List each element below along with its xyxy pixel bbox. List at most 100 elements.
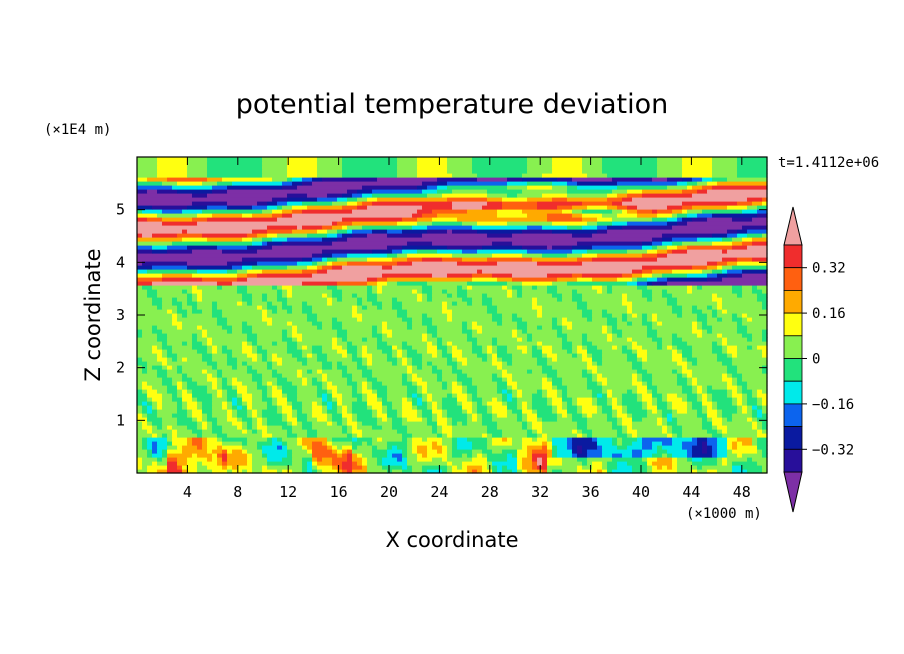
field-cell <box>597 377 608 382</box>
field-cell <box>137 281 153 286</box>
field-cell <box>742 373 768 378</box>
field-cell <box>417 397 423 402</box>
field-cell <box>492 409 508 414</box>
field-cell <box>552 185 568 190</box>
field-cell <box>382 333 388 338</box>
field-cell <box>727 393 733 398</box>
field-cell <box>537 325 543 330</box>
field-cell <box>377 413 388 418</box>
field-cell <box>217 373 223 378</box>
field-cell <box>427 225 473 230</box>
field-cell <box>147 293 158 298</box>
field-cell <box>147 289 158 294</box>
field-cell <box>212 401 223 406</box>
field-cell <box>672 433 678 438</box>
field-cell <box>282 329 288 334</box>
field-cell <box>202 369 208 374</box>
field-cell <box>622 345 628 350</box>
field-cell <box>627 281 638 286</box>
field-cell <box>517 337 523 342</box>
field-cell <box>337 281 368 286</box>
field-cell <box>427 385 443 390</box>
field-cell <box>387 277 473 282</box>
field-cell <box>487 293 508 298</box>
field-cell <box>282 413 288 418</box>
field-cell <box>567 317 588 322</box>
field-cell <box>697 469 708 474</box>
field-cell <box>652 325 693 330</box>
field-cell <box>662 393 668 398</box>
field-cell <box>462 361 468 366</box>
field-cell <box>332 337 338 342</box>
field-cell <box>262 165 288 170</box>
field-cell <box>332 405 338 410</box>
field-cell <box>187 313 213 318</box>
field-cell <box>502 369 508 374</box>
field-cell <box>247 289 278 294</box>
field-cell <box>292 293 323 298</box>
field-cell <box>457 357 468 362</box>
field-cell <box>422 181 438 186</box>
field-cell <box>552 437 568 442</box>
field-cell <box>182 445 198 450</box>
field-cell <box>707 189 768 194</box>
x-tick-label: 16 <box>330 483 348 501</box>
field-cell <box>762 429 768 434</box>
field-cell <box>542 441 548 446</box>
field-cell <box>722 257 738 262</box>
field-cell <box>362 193 373 198</box>
field-cell <box>237 273 248 278</box>
field-cell <box>552 325 563 330</box>
field-cell <box>672 345 678 350</box>
field-cell <box>742 385 748 390</box>
field-cell <box>287 201 303 206</box>
field-cell <box>672 333 678 338</box>
field-cell <box>267 309 273 314</box>
field-cell <box>137 265 153 270</box>
field-cell <box>492 405 508 410</box>
field-cell <box>727 429 758 434</box>
field-cell <box>702 417 708 422</box>
field-cell <box>177 457 188 462</box>
field-cell <box>312 349 323 354</box>
field-cell <box>367 197 378 202</box>
field-cell <box>577 409 583 414</box>
field-cell <box>347 353 353 358</box>
field-cell <box>472 393 478 398</box>
field-cell <box>617 429 623 434</box>
field-cell <box>137 169 158 174</box>
field-cell <box>197 285 218 290</box>
field-cell <box>237 377 253 382</box>
field-cell <box>312 461 318 466</box>
field-cell <box>617 421 623 426</box>
field-cell <box>372 413 378 418</box>
field-cell <box>607 465 618 470</box>
field-cell <box>467 397 473 402</box>
field-cell <box>242 301 248 306</box>
field-cell <box>277 369 298 374</box>
field-cell <box>442 409 448 414</box>
field-cell <box>762 453 768 458</box>
field-cell <box>222 385 233 390</box>
field-cell <box>137 173 158 178</box>
field-cell <box>677 213 688 218</box>
field-cell <box>232 325 243 330</box>
field-cell <box>147 369 158 374</box>
field-cell <box>662 341 673 346</box>
field-cell <box>222 449 228 454</box>
field-cell <box>377 345 393 350</box>
field-cell <box>457 261 498 266</box>
field-cell <box>642 393 653 398</box>
field-cell <box>527 169 553 174</box>
field-cell <box>672 209 683 214</box>
field-cell <box>502 373 513 378</box>
field-cell <box>727 437 738 442</box>
field-cell <box>202 309 213 314</box>
field-cell <box>732 389 738 394</box>
field-cell <box>302 441 313 446</box>
field-cell <box>197 425 203 430</box>
field-cell <box>432 297 463 302</box>
field-cell <box>437 345 448 350</box>
field-cell <box>157 373 168 378</box>
field-cell <box>497 365 503 370</box>
